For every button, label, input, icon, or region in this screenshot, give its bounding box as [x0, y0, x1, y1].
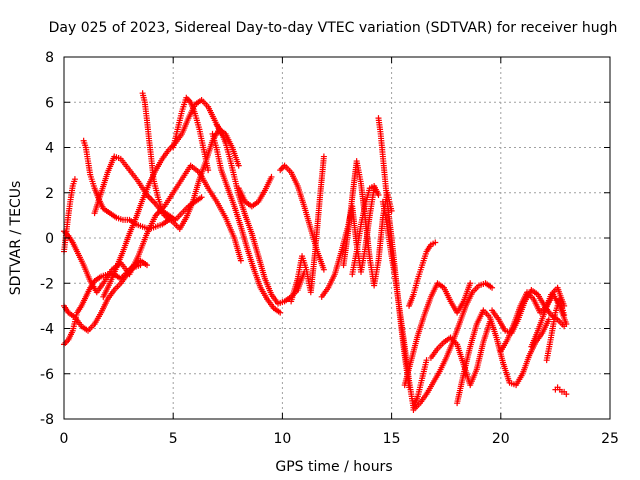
- series-track-21: [410, 280, 496, 413]
- x-tick-label: 0: [60, 431, 69, 447]
- series-track-23: [427, 318, 493, 389]
- y-tick-label: 4: [45, 141, 54, 157]
- data-marks: [61, 90, 570, 413]
- data-point: [432, 239, 439, 246]
- series-track-8: [139, 90, 205, 223]
- series-track-13: [277, 162, 327, 273]
- series-track-6: [91, 126, 242, 232]
- data-point: [563, 391, 570, 398]
- x-axis-label: GPS time / hours: [275, 459, 392, 475]
- series-track-9: [170, 94, 212, 174]
- data-point: [375, 192, 382, 199]
- data-point: [489, 284, 496, 291]
- data-point: [205, 167, 212, 174]
- data-point: [545, 316, 552, 323]
- series-track-5: [80, 137, 172, 232]
- data-point: [320, 153, 327, 160]
- y-tick-label: 8: [45, 50, 54, 66]
- y-tick-label: -6: [40, 367, 54, 383]
- data-point: [320, 266, 327, 273]
- data-point: [561, 311, 568, 318]
- series-track-7: [100, 96, 225, 300]
- series-track-3: [61, 176, 78, 255]
- series-track-28: [543, 296, 568, 364]
- x-tick-label: 20: [492, 431, 510, 447]
- data-point: [71, 176, 78, 183]
- data-point: [268, 173, 275, 180]
- data-point: [467, 280, 474, 287]
- series-track-22: [406, 239, 439, 309]
- series-track-24: [454, 307, 552, 407]
- y-tick-label: 6: [45, 95, 54, 111]
- series-track-2: [61, 257, 150, 348]
- x-tick-label: 10: [273, 431, 291, 447]
- series-track-29: [552, 384, 570, 398]
- y-tick-label: -2: [40, 276, 54, 292]
- chart-title: Day 025 of 2023, Sidereal Day-to-day VTE…: [49, 20, 618, 36]
- series-track-14: [288, 153, 327, 305]
- series-track-12: [235, 173, 275, 210]
- y-tick-label: -8: [40, 412, 54, 428]
- grid: [64, 57, 610, 419]
- data-point: [423, 357, 430, 364]
- data-point: [237, 257, 244, 264]
- series-track-17: [349, 182, 382, 278]
- series-track-11: [209, 130, 284, 316]
- series-track-1: [61, 162, 244, 296]
- series-track-20: [401, 280, 474, 389]
- data-point: [277, 309, 284, 316]
- y-tick-label: 0: [45, 231, 54, 247]
- data-point: [198, 194, 205, 201]
- data-point: [563, 320, 570, 327]
- y-axis-label: SDTVAR / TECUs: [8, 181, 24, 296]
- x-tick-label: 25: [601, 431, 619, 447]
- x-tick-label: 5: [169, 431, 178, 447]
- data-point: [137, 262, 144, 269]
- y-tick-label: 2: [45, 186, 54, 202]
- series-track-4: [61, 262, 144, 334]
- y-tick-label: -4: [40, 322, 54, 338]
- x-tick-label: 15: [383, 431, 401, 447]
- data-point: [235, 162, 242, 169]
- axis-ticks: 0 5 10 15 20 25 -8 -6 -4 -2 0 2 4 6 8: [40, 50, 619, 447]
- series-track-10: [213, 121, 308, 307]
- data-point: [143, 262, 150, 269]
